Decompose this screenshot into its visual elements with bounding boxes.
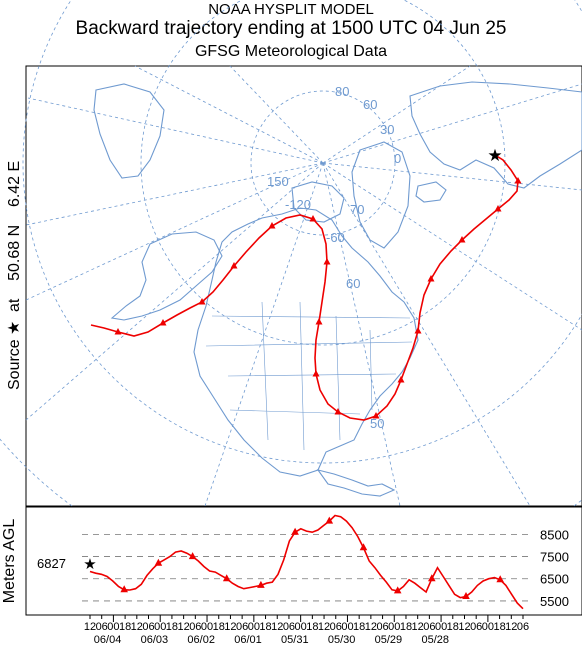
x-tick-label: 12 [224,621,236,633]
x-tick-label: 12 [271,621,283,633]
y-tick-label: 6500 [540,572,569,587]
x-tick-label: 12 [318,621,330,633]
x-tick-label: 06 [470,621,482,633]
x-date-label: 06/01 [234,634,262,646]
x-tick-label: 00 [435,621,447,633]
height-panel: Meters AGL 5500 6500 7500 8500 6827 ★ [1,507,582,615]
y-tick-label: 8500 [540,527,569,542]
x-date-label: 05/28 [421,634,449,646]
x-tick-label: 06 [517,621,529,633]
x-tick-label: 18 [119,621,131,633]
source-side-label: Source ★ at 50.68 N 6.42 E [6,161,23,390]
x-tick-label: 12 [84,621,96,633]
x-tick-label: 00 [295,621,307,633]
x-tick-label: 12 [365,621,377,633]
source-label-text: Source [6,339,23,390]
x-tick-label: 00 [201,621,213,633]
x-tick-label: 00 [248,621,260,633]
height-frame [26,507,582,615]
y-tick-label: 5500 [540,594,569,609]
x-tick-label: 00 [388,621,400,633]
x-tick-label: 18 [447,621,459,633]
x-tick-label: 06 [330,621,342,633]
x-tick-label: 12 [177,621,189,633]
x-tick-label: 06 [142,621,154,633]
x-date-label: 05/30 [328,634,356,646]
lon-label-0: 0 [394,151,401,166]
x-tick-label: 06 [236,621,248,633]
x-tick-label: 18 [306,621,318,633]
lon-label-minus60: -60 [326,230,345,245]
x-tick-label: 00 [341,621,353,633]
x-tick-label: 12 [131,621,143,633]
x-tick-label: 06 [283,621,295,633]
x-tick-label: 06 [96,621,108,633]
x-tick-label: 12 [458,621,470,633]
x-tick-label: 12 [505,621,517,633]
lon-label-minus120: -120 [285,197,311,212]
lat-label-80: 80 [335,84,349,99]
x-tick-label: 00 [107,621,119,633]
x-tick-label: 18 [213,621,225,633]
start-height-label: 6827 [37,556,66,571]
x-tick-label: 06 [423,621,435,633]
x-tick-label: 00 [482,621,494,633]
x-tick-label: 06 [189,621,201,633]
x-date-label: 06/04 [94,634,122,646]
x-date-label: 06/02 [187,634,215,646]
y-axis-label-group: Meters AGL [1,519,18,604]
lat-label-60: 60 [346,276,360,291]
x-tick-label: 18 [353,621,365,633]
lon-label-60: 60 [363,97,377,112]
x-tick-label: 18 [166,621,178,633]
y-tick-label: 7500 [540,550,569,565]
x-tick-label: 00 [154,621,166,633]
x-date-label: 06/03 [141,634,169,646]
lon-label-150: 150 [267,174,289,189]
time-axis: 12 06 00 18 12 06 00 18 12 06 00 18 12 06 00 18 12 06 00 18… [84,615,529,646]
x-tick-label: 18 [493,621,505,633]
x-date-label: 05/29 [375,634,403,646]
height-source-star: ★ [83,556,96,573]
source-label-star: ★ [6,321,23,335]
map-source-star: ★ [487,146,502,165]
lat-label-70: 70 [350,202,364,217]
lon-label-30: 30 [380,122,394,137]
x-tick-label: 18 [259,621,271,633]
map-panel: 80 70 60 50 60 30 0 150 -120 -60 ★ [0,0,582,588]
y-axis-label: Meters AGL [1,519,18,604]
x-tick-label: 18 [400,621,412,633]
x-date-label: 05/31 [281,634,309,646]
x-tick-label: 06 [376,621,388,633]
x-tick-label: 12 [412,621,424,633]
source-location-text: at 50.68 N 6.42 E [6,161,23,312]
